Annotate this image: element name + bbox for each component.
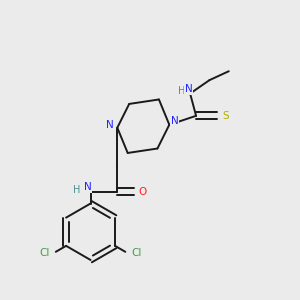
Text: N: N xyxy=(185,84,193,94)
Text: Cl: Cl xyxy=(39,248,50,258)
Text: S: S xyxy=(222,111,229,121)
Text: N: N xyxy=(106,120,114,130)
Text: Cl: Cl xyxy=(131,248,142,258)
Text: N: N xyxy=(84,182,92,192)
Text: O: O xyxy=(138,187,147,196)
Text: H: H xyxy=(178,86,185,96)
Text: N: N xyxy=(171,116,178,126)
Text: H: H xyxy=(74,185,81,195)
